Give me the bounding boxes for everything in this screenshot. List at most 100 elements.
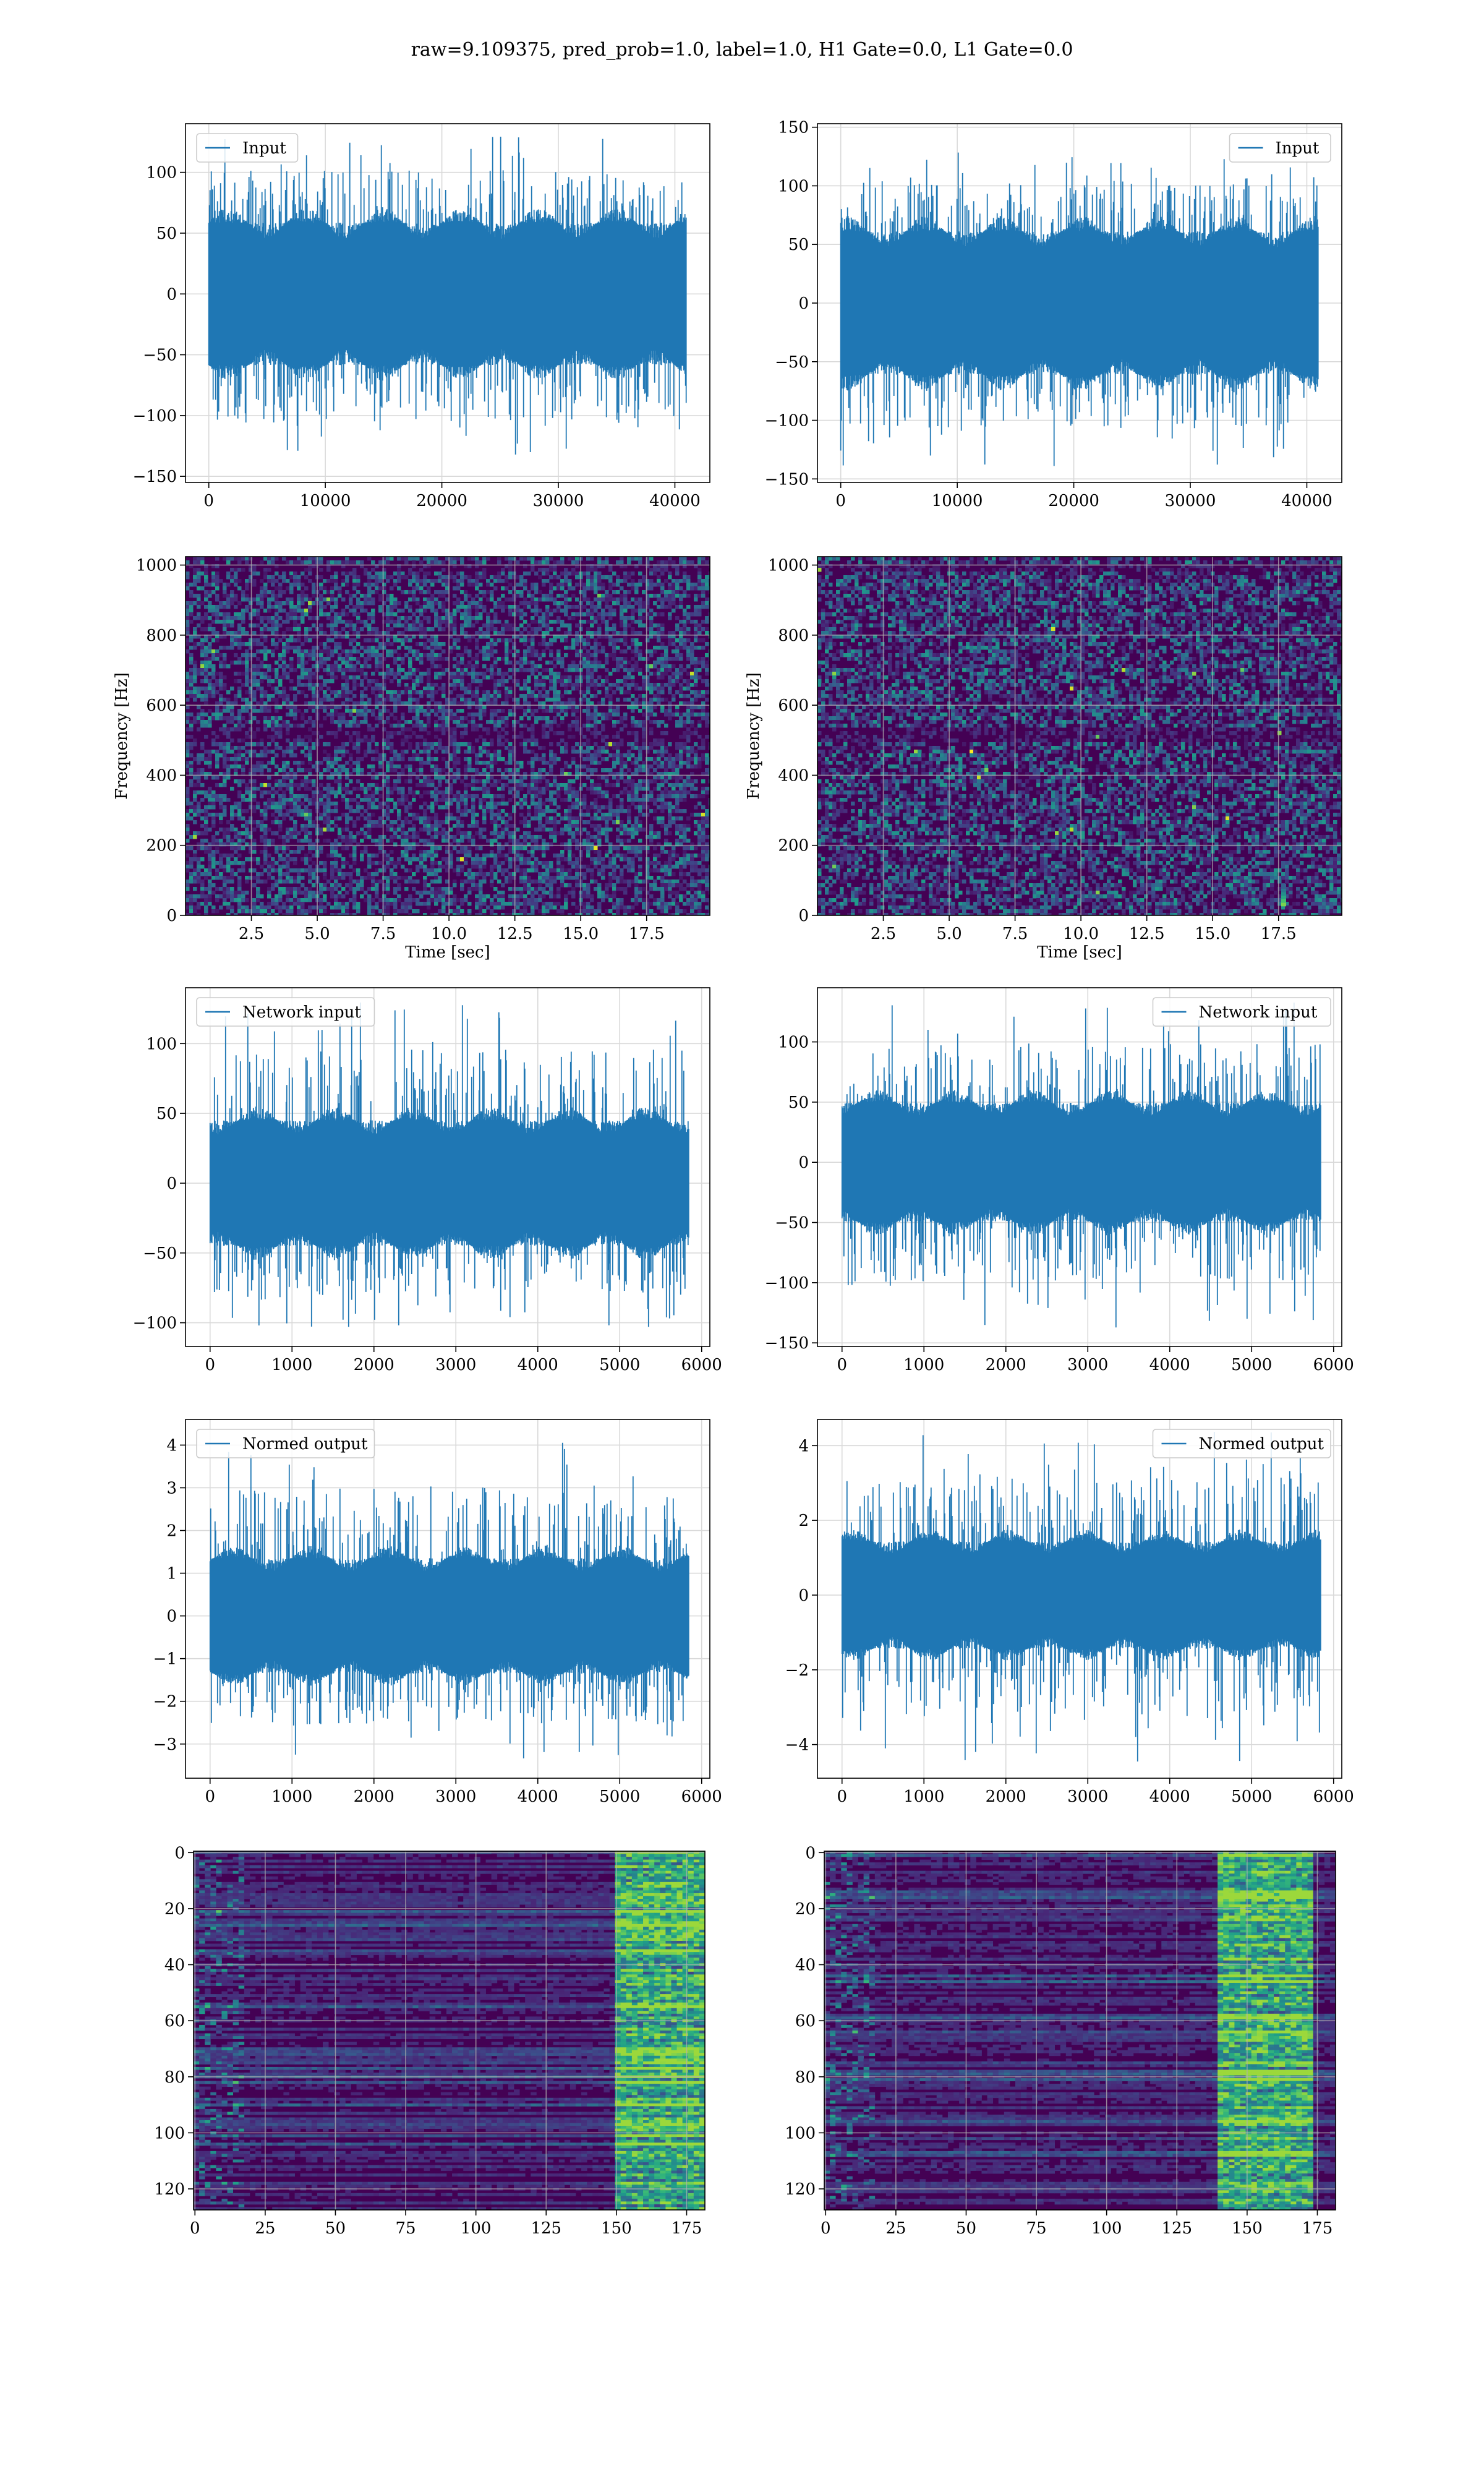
- spectrogram-cell: [523, 597, 527, 602]
- spectrogram-cell: [597, 579, 602, 583]
- spectrogram-cell: [312, 701, 316, 706]
- spectrogram-cell: [538, 701, 542, 706]
- spectrogram-cell: [449, 716, 453, 721]
- spectrogram-cells: [186, 557, 710, 915]
- spectrogram-cell: [334, 560, 338, 565]
- spectrogram-cell: [683, 779, 687, 784]
- spectrogram-cell: [208, 646, 212, 650]
- spectrogram-cell: [312, 557, 316, 561]
- spectrogram-cell: [275, 698, 279, 702]
- spectrogram-cell: [204, 701, 208, 706]
- spectrogram-cell: [690, 653, 694, 657]
- spectrogram-cell: [679, 668, 683, 672]
- spectrogram-cell: [582, 764, 587, 769]
- spectrogram-cell: [271, 623, 275, 628]
- spectrogram-cell: [553, 675, 557, 680]
- spectrogram-cell: [460, 627, 464, 631]
- spectrogram-cell: [326, 612, 331, 617]
- spectrogram-cell: [308, 738, 312, 743]
- spectrogram-cell: [605, 631, 609, 635]
- spectrogram-cell: [445, 623, 450, 628]
- spectrogram-cell: [419, 761, 424, 765]
- spectrogram-cell: [401, 753, 405, 758]
- spectrogram-cell: [542, 583, 546, 587]
- spectrogram-cell: [453, 731, 457, 735]
- spectrogram-cell: [241, 609, 245, 613]
- spectrogram-cell: [549, 597, 553, 602]
- spectrogram-cell: [709, 735, 710, 739]
- spectrogram-cell: [590, 605, 594, 609]
- spectrogram-cell: [393, 601, 398, 606]
- spectrogram-cell: [234, 653, 238, 657]
- spectrogram-cell: [319, 609, 323, 613]
- spectrogram-cell: [686, 709, 691, 713]
- spectrogram-cell: [275, 586, 279, 591]
- spectrogram-cell: [709, 571, 710, 576]
- spectrogram-cell: [341, 560, 346, 565]
- spectrogram-cell: [597, 664, 602, 669]
- spectrogram-cell: [631, 761, 635, 765]
- spectrogram-cell: [338, 727, 342, 732]
- spectrogram-cell: [208, 664, 212, 669]
- spectrogram-cell: [241, 683, 245, 687]
- spectrogram-cell: [538, 757, 542, 761]
- spectrogram-cell: [586, 709, 591, 713]
- spectrogram-cell: [475, 705, 479, 709]
- spectrogram-cell: [471, 616, 475, 620]
- spectrogram-cell: [330, 623, 335, 628]
- spectrogram-cell: [664, 746, 668, 750]
- spectrogram-cell: [594, 564, 598, 568]
- spectrogram-cell: [523, 742, 527, 747]
- spectrogram-cell: [189, 583, 194, 587]
- spectrogram-cell: [653, 646, 657, 650]
- spectrogram-cell: [364, 657, 368, 661]
- spectrogram-cell: [193, 757, 197, 761]
- spectrogram-cell: [620, 638, 624, 643]
- spectrogram-cell: [323, 690, 327, 695]
- spectrogram-cell: [560, 635, 565, 639]
- spectrogram-cell: [401, 731, 405, 735]
- spectrogram-cell: [304, 787, 309, 791]
- spectrogram-cell: [252, 783, 257, 787]
- spectrogram-cell: [408, 583, 412, 587]
- spectrogram-cell: [382, 683, 386, 687]
- spectrogram-cell: [260, 597, 264, 602]
- spectrogram-cell: [297, 597, 301, 602]
- spectrogram-cell: [249, 787, 253, 791]
- spectrogram-cell: [575, 709, 579, 713]
- spectrogram-cell: [375, 698, 379, 702]
- spectrogram-cell: [293, 713, 297, 717]
- spectrogram-cell: [393, 709, 398, 713]
- spectrogram-cell: [241, 631, 245, 635]
- spectrogram-cell: [367, 575, 372, 580]
- spectrogram-cell: [189, 779, 194, 784]
- spectrogram-cell: [416, 675, 420, 680]
- spectrogram-cell: [416, 701, 420, 706]
- spectrogram-cell: [694, 683, 698, 687]
- spectrogram-cell: [642, 605, 646, 609]
- spectrogram-cell: [582, 594, 587, 598]
- spectrogram-cell: [638, 746, 642, 750]
- spectrogram-cell: [705, 664, 709, 669]
- spectrogram-cell: [516, 787, 520, 791]
- spectrogram-cell: [642, 783, 646, 787]
- spectrogram-cell: [226, 750, 231, 754]
- spectrogram-cell: [642, 575, 646, 580]
- spectrogram-cell: [360, 709, 364, 713]
- spectrogram-cell: [208, 649, 212, 654]
- spectrogram-cell: [349, 661, 353, 665]
- spectrogram-cell: [612, 583, 616, 587]
- spectrogram-cell: [230, 746, 234, 750]
- spectrogram-cell: [612, 764, 616, 769]
- spectrogram-cell: [649, 779, 654, 784]
- spectrogram-cell: [482, 761, 487, 765]
- spectrogram-cell: [237, 635, 242, 639]
- spectrogram-cell: [683, 623, 687, 628]
- spectrogram-cell: [364, 753, 368, 758]
- spectrogram-cell: [594, 679, 598, 683]
- spectrogram-cell: [545, 568, 550, 572]
- spectrogram-cell: [423, 616, 427, 620]
- spectrogram-cell: [397, 672, 401, 676]
- spectrogram-cell: [582, 709, 587, 713]
- spectrogram-cell: [293, 649, 297, 654]
